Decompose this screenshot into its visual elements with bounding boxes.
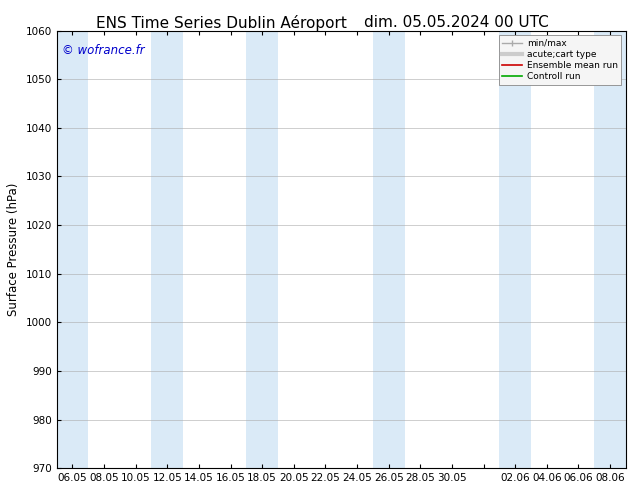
Bar bbox=[594, 30, 626, 468]
Bar bbox=[247, 30, 278, 468]
Bar bbox=[152, 30, 183, 468]
Bar bbox=[373, 30, 404, 468]
Legend: min/max, acute;cart type, Ensemble mean run, Controll run: min/max, acute;cart type, Ensemble mean … bbox=[499, 35, 621, 85]
Bar bbox=[56, 30, 88, 468]
Y-axis label: Surface Pressure (hPa): Surface Pressure (hPa) bbox=[7, 183, 20, 316]
Text: © wofrance.fr: © wofrance.fr bbox=[62, 44, 145, 57]
Text: ENS Time Series Dublin Aéroport: ENS Time Series Dublin Aéroport bbox=[96, 15, 347, 31]
Text: dim. 05.05.2024 00 UTC: dim. 05.05.2024 00 UTC bbox=[364, 15, 549, 30]
Bar bbox=[500, 30, 531, 468]
